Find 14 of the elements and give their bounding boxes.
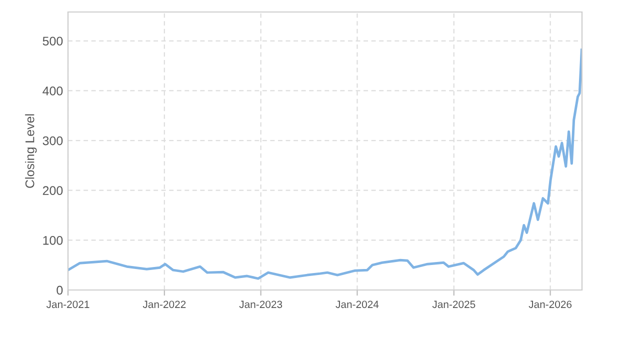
x-tick-label: Jan-2021 bbox=[46, 300, 90, 308]
y-tick-label: 400 bbox=[42, 86, 63, 96]
y-axis-title: Closing Level bbox=[25, 114, 37, 188]
x-tick-label: Jan-2023 bbox=[239, 300, 282, 308]
x-tick-label: Jan-2022 bbox=[142, 300, 186, 308]
y-tick-label: 100 bbox=[43, 236, 63, 245]
x-tick-label: Jan-2025 bbox=[432, 300, 476, 308]
line-series bbox=[68, 48, 582, 280]
y-tick-label: 0 bbox=[56, 286, 63, 295]
x-tick-label: Jan-2026 bbox=[528, 300, 572, 308]
y-tick-label: 300 bbox=[42, 136, 63, 146]
y-tick-label: 500 bbox=[42, 36, 63, 46]
y-tick-label: 200 bbox=[42, 186, 63, 196]
x-tick-label: Jan-2024 bbox=[336, 300, 379, 308]
